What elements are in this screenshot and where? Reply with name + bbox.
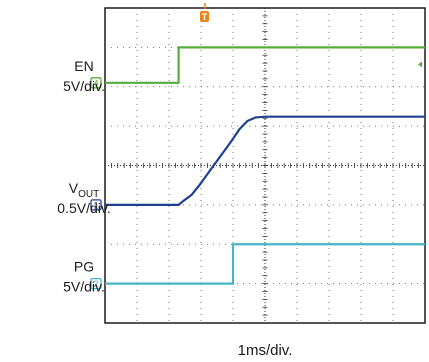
channel-marker-box xyxy=(90,277,102,290)
vout-main: V xyxy=(69,180,79,196)
vout-scale: 0.5V/div. xyxy=(57,200,110,216)
pg-scale: 5V/div. xyxy=(63,279,105,295)
channel-marker-2: 2 xyxy=(90,277,102,290)
vout-sub: OUT xyxy=(78,189,99,200)
en-name: EN xyxy=(74,58,93,74)
en-label: EN 5V/div. xyxy=(63,58,105,94)
trigger-label: T xyxy=(202,12,208,22)
x-axis-label: 1ms/div. xyxy=(238,342,293,359)
en-offset-arrow xyxy=(418,61,422,68)
channel-markers: 4 1 2 xyxy=(90,61,422,290)
pg-label: PG 5V/div. xyxy=(63,259,105,295)
pg-trace xyxy=(105,243,425,285)
vout-trace xyxy=(105,115,425,206)
pg-name: PG xyxy=(74,259,94,275)
traces xyxy=(105,46,425,285)
vout-name: VOUT xyxy=(69,180,99,200)
channel-marker-4: 4 xyxy=(90,77,102,89)
channel-marker-box xyxy=(90,77,102,89)
trigger-marker: T xyxy=(200,3,209,22)
channel-marker-box xyxy=(90,199,102,211)
en-scale: 5V/div. xyxy=(63,78,105,94)
channel-marker-1: 1 xyxy=(90,199,102,211)
channel-number: 2 xyxy=(93,279,98,289)
en-trace xyxy=(105,46,425,84)
channel-number: 1 xyxy=(93,200,98,210)
channel-number: 4 xyxy=(93,78,98,88)
trigger-icon xyxy=(200,11,209,22)
